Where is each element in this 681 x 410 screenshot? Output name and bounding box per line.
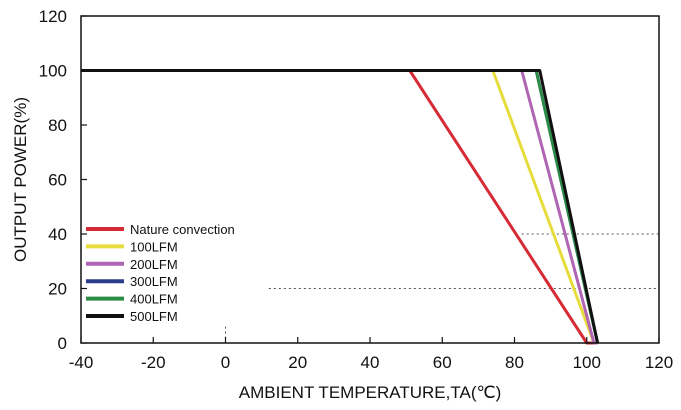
y-tick-label: 80: [48, 116, 67, 135]
x-tick-label: 100: [573, 353, 601, 372]
legend: Nature convection 100LFM 200LFM 300LFM 400LF…: [86, 222, 235, 324]
x-tick-label: 0: [221, 353, 230, 372]
x-tick-label: 20: [288, 353, 307, 372]
x-tick-label: -40: [69, 353, 94, 372]
y-axis-title: OUTPUT POWER(%): [11, 97, 30, 262]
legend-label: 500LFM: [130, 309, 178, 324]
legend-label: 100LFM: [130, 239, 178, 254]
x-tick-label: 80: [505, 353, 524, 372]
y-tick-label: 0: [58, 334, 67, 353]
y-tick-label: 100: [39, 62, 67, 81]
y-tick-label: 20: [48, 280, 67, 299]
legend-label: Nature convection: [130, 222, 235, 237]
axis-ticks: -40 -20 0 20 40 60 80 100 120 0 20 40 60 80 100 120: [39, 7, 674, 372]
x-axis-title: AMBIENT TEMPERATURE,TA(℃): [239, 383, 501, 402]
x-tick-label: 120: [645, 353, 673, 372]
legend-label: 300LFM: [130, 274, 178, 289]
series-line: [81, 69, 600, 344]
x-tick-label: 60: [433, 353, 452, 372]
x-tick-label: -20: [141, 353, 166, 372]
series-lines: [81, 69, 600, 345]
x-tick-label: 40: [361, 353, 380, 372]
y-tick-label: 60: [48, 171, 67, 190]
legend-label: 200LFM: [130, 257, 178, 272]
y-tick-label: 120: [39, 7, 67, 26]
y-tick-label: 40: [48, 225, 67, 244]
legend-label: 400LFM: [130, 292, 178, 307]
grid: [225, 233, 659, 343]
